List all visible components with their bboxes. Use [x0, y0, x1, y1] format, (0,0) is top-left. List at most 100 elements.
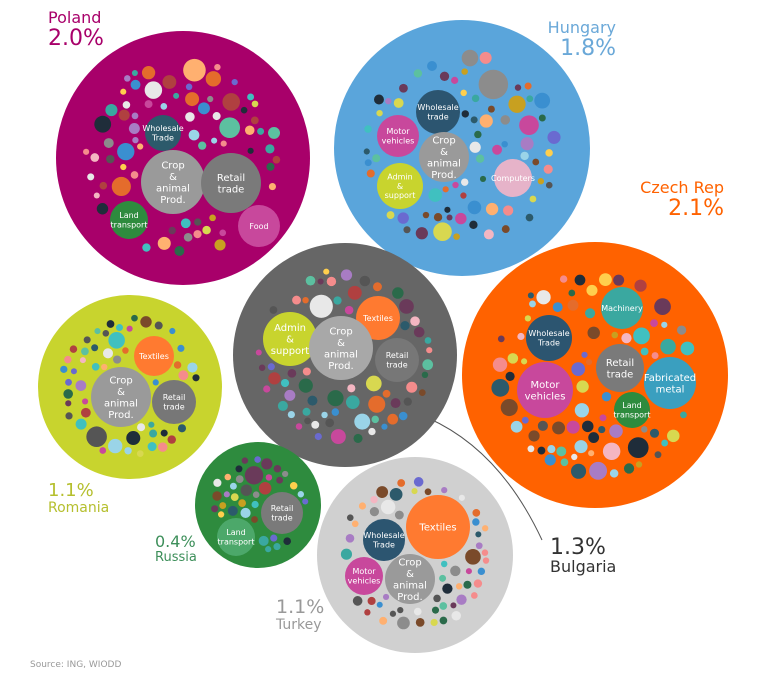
sector-bubble [475, 542, 483, 550]
sector-bubble [193, 230, 202, 239]
sector-label: Retail trade [217, 173, 245, 196]
sector-bubble [185, 83, 193, 91]
sector-bubble [525, 213, 534, 222]
sector-bubble [284, 389, 296, 401]
sector-bubble [532, 158, 540, 166]
country-bubble-romania: Textiles Crop & animal Prod. Retail trade [38, 295, 222, 479]
sector-bubble [111, 176, 131, 197]
sector-bubble [152, 379, 159, 386]
sector-bubble [347, 285, 362, 300]
country-bubble-bulgaria: Admin & support Textiles Crop & animal Prod. Ret… [233, 243, 457, 467]
sector-bubble [492, 357, 508, 372]
sector-bubble [333, 296, 342, 305]
sector-bubble [465, 549, 481, 565]
country-value: 1.3% [550, 535, 606, 560]
sector-bubble-labeled [345, 557, 383, 595]
sector-bubble [214, 239, 226, 251]
sector-bubble-labeled [517, 362, 573, 418]
sector-label: Machinery [601, 304, 643, 313]
sector-bubble [180, 218, 191, 229]
sector-bubble [346, 514, 354, 521]
sector-bubble [364, 125, 372, 133]
country-bubble-poland: Wholesale Trade Crop & animal Prod. Retail trad… [56, 31, 310, 285]
country-value: 1.1% [48, 480, 94, 501]
sector-bubble [247, 93, 255, 101]
sector-bubble [680, 341, 695, 356]
label-romania: 1.1% Romania [48, 480, 109, 516]
sector-bubble [576, 380, 589, 393]
bulgaria-pointer-line [427, 417, 543, 541]
sector-bubble [567, 299, 579, 311]
sector-label: Wholesale Trade [528, 329, 569, 347]
sector-bubble [317, 278, 324, 285]
sector-bubble [492, 144, 503, 155]
sector-bubble-labeled [601, 287, 643, 329]
sector-bubble [634, 279, 647, 292]
sector-bubble [397, 607, 404, 614]
country-bubble-turkey: Textiles Wholesale Trade Motor vehicles Crop &… [317, 457, 513, 653]
sector-bubble [571, 453, 578, 461]
sector-bubble [552, 421, 566, 435]
sector-bubble [400, 320, 410, 331]
sector-bubble [390, 398, 401, 409]
sector-bubble [381, 423, 388, 430]
sector-bubble [676, 325, 687, 335]
sector-bubble [543, 164, 553, 174]
sector-bubble [94, 115, 112, 133]
sector-bubble [478, 69, 509, 100]
sector-bubble [483, 229, 494, 240]
label-poland: Poland 2.0% [48, 9, 104, 50]
sector-bubble [366, 169, 375, 178]
sector-bubble [392, 287, 404, 299]
sector-bubble [149, 429, 158, 438]
sector-bubble [529, 300, 536, 308]
sector-bubble [602, 442, 621, 461]
sector-bubble [524, 82, 532, 90]
sector-bubble [547, 445, 556, 454]
sector-bubble [471, 94, 480, 103]
sector-bubble [574, 403, 590, 418]
sector-bubble [141, 65, 156, 80]
sector-bubble [302, 296, 309, 304]
sector-bubble [130, 171, 139, 179]
sector-bubble [450, 602, 457, 609]
sector-bubble [257, 127, 265, 135]
sector-bubble [427, 61, 437, 71]
sector-bubble [521, 416, 529, 424]
sector-bubble [376, 109, 383, 117]
sector-bubble [536, 290, 551, 305]
sector-bubble [680, 411, 687, 419]
sector-bubble [534, 92, 551, 109]
sector-bubble [258, 364, 266, 371]
country-name: Bulgaria [550, 557, 617, 577]
sector-bubble [559, 275, 568, 283]
country-name: Czech Rep [640, 178, 724, 197]
sector-bubble [440, 560, 448, 568]
sector-bubble [265, 144, 275, 154]
sector-bubble [211, 137, 218, 144]
sector-bubble [223, 491, 230, 498]
sector-bubble [455, 583, 463, 590]
sector-bubble [235, 475, 244, 484]
sector-bubble [102, 348, 114, 359]
sector-label: Wholesale trade [417, 103, 458, 121]
sector-bubble [538, 114, 546, 122]
sector-label: Land transport [614, 401, 651, 419]
sector-bubble [305, 275, 316, 286]
sector-bubble [415, 618, 425, 627]
sector-bubble [481, 549, 489, 556]
sector-bubble [128, 122, 140, 134]
sector-bubble [439, 602, 448, 610]
sector-bubble-labeled [263, 312, 317, 366]
sector-bubble [479, 114, 493, 128]
sector-bubble [623, 463, 635, 474]
label-czech: Czech Rep 2.1% [610, 178, 724, 220]
sector-bubble [65, 400, 72, 407]
sector-bubble-labeled [385, 554, 435, 604]
sector-bubble [469, 141, 481, 153]
sector-bubble [373, 94, 384, 105]
sector-bubble [585, 358, 593, 366]
country-value: 1.8% [560, 35, 616, 61]
sector-bubble-labeled [217, 518, 255, 556]
